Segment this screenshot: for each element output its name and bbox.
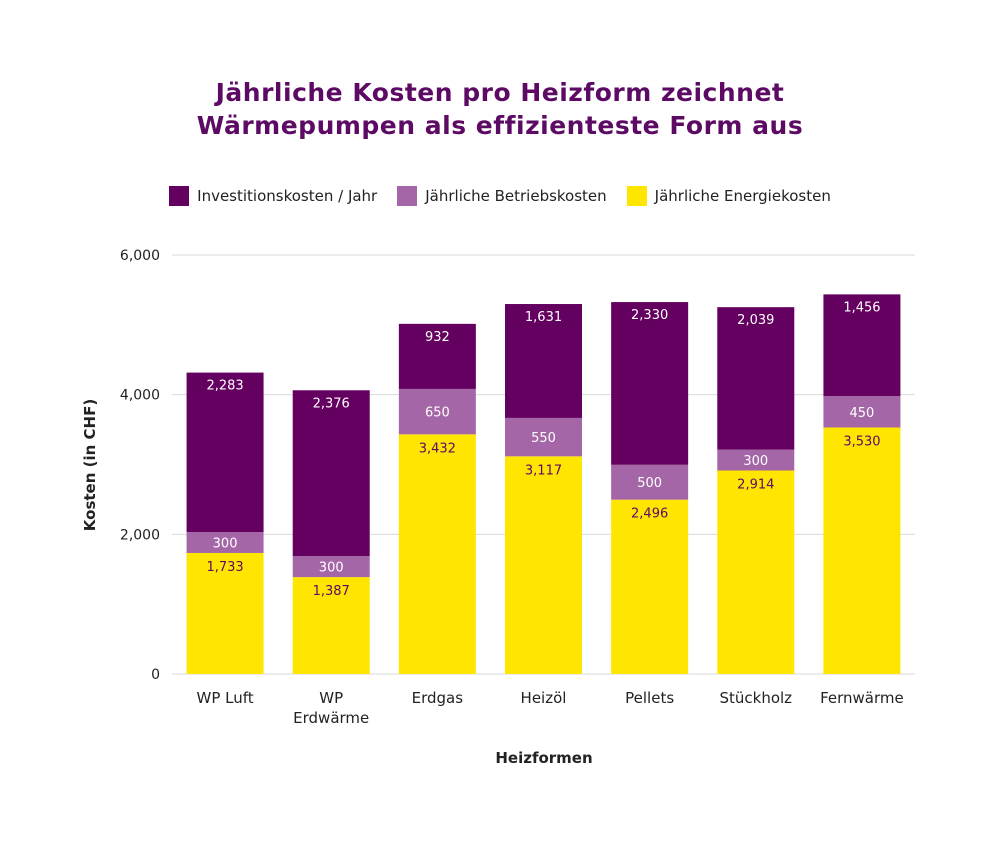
bar-stack: 2,496 500 2,330 [611,302,689,674]
x-tick-label: Stückholz [719,689,792,707]
data-label: 1,631 [525,310,562,325]
bar-segment [717,307,795,450]
legend-swatch-invest [169,186,190,206]
bar-segment [186,552,264,674]
bar-segment [823,294,901,397]
y-tick-label: 6,000 [120,248,160,264]
y-axis-ticks: 0 2,000 4,000 6,000 [120,248,160,683]
bar-segment [611,464,689,500]
x-axis-labels: WP Luft WP Erdwärme Erdgas Heizöl Pellets Stüc… [196,689,903,727]
y-axis-title: Kosten (in CHF) [81,399,99,531]
data-label: 3,117 [525,463,562,478]
y-tick-label: 4,000 [120,388,160,404]
x-axis-title: Heizformen [495,749,592,767]
bar-segment [292,556,370,578]
data-label: 300 [743,454,768,469]
bar-segment [398,434,476,674]
bar-segment [823,427,901,674]
bars: 1,733 300 2,283 1,387 300 2,376 3,432 650 932 3,1… [186,294,901,674]
x-tick-label: Erdgas [412,689,464,707]
bar-segment [717,470,795,674]
chart-title-line-1: Jährliche Kosten pro Heizform zeichnet [215,78,785,107]
bar-stack: 1,733 300 2,283 [186,372,264,674]
bar-segment [292,577,370,674]
bar-stack: 3,530 450 1,456 [823,294,901,674]
bar-stack: 2,914 300 2,039 [717,307,795,674]
x-tick-label: WP [319,689,343,707]
data-label: 1,456 [843,300,880,315]
data-label: 1,387 [313,584,350,599]
data-label: 450 [850,406,875,421]
y-tick-label: 0 [151,667,160,683]
data-label: 550 [531,431,556,446]
bar-segment [292,390,370,557]
bar-stack: 3,117 550 1,631 [505,304,582,674]
data-label: 650 [425,406,450,421]
x-tick-label: WP Luft [196,689,253,707]
data-label: 500 [637,476,662,491]
bar-segment [505,417,582,457]
x-tick-label: Pellets [625,689,674,707]
data-label: 3,530 [843,434,880,449]
legend-item-invest: Investitionskosten / Jahr [169,186,377,206]
data-label: 3,432 [419,441,456,456]
data-label: 2,039 [737,313,774,328]
bar-stack: 3,432 650 932 [398,323,476,674]
x-tick-label: Heizöl [521,689,567,707]
chart-title: Jährliche Kosten pro Heizform zeichnet W… [0,76,1000,142]
x-tick-label: Fernwärme [820,689,904,707]
bar-segment [611,302,689,465]
data-label: 1,733 [206,560,243,575]
legend-item-betrieb: Jährliche Betriebskosten [397,186,607,206]
x-tick-label: Erdwärme [293,709,369,727]
bar-segment [186,532,264,553]
data-label: 2,330 [631,308,668,323]
data-label: 2,496 [631,507,668,522]
data-label: 2,914 [737,478,774,493]
data-label: 2,283 [206,379,243,394]
bar-segment [398,323,476,389]
legend-item-energie: Jährliche Energiekosten [626,186,831,206]
data-label: 2,376 [313,396,350,411]
bar-segment [398,388,476,435]
bar-stack: 1,387 300 2,376 [292,390,370,674]
legend-label-energie: Jährliche Energiekosten [654,187,831,205]
data-label: 300 [213,537,238,552]
bar-segment [717,449,795,471]
chart-title-line-2: Wärmepumpen als effizienteste Form aus [196,111,804,140]
bar-segment [505,304,582,418]
data-label: 300 [319,561,344,576]
bar-segment [611,499,689,674]
y-tick-label: 2,000 [120,527,160,543]
bar-segment [823,396,901,428]
bar-segment [186,372,264,533]
legend-swatch-energie [626,186,647,206]
legend-swatch-betrieb [397,186,418,206]
legend: Investitionskosten / Jahr Jährliche Betr… [0,186,1000,206]
legend-label-invest: Investitionskosten / Jahr [197,187,378,205]
legend-label-betrieb: Jährliche Betriebskosten [425,187,607,205]
bar-segment [505,456,582,674]
data-label: 932 [425,330,450,345]
